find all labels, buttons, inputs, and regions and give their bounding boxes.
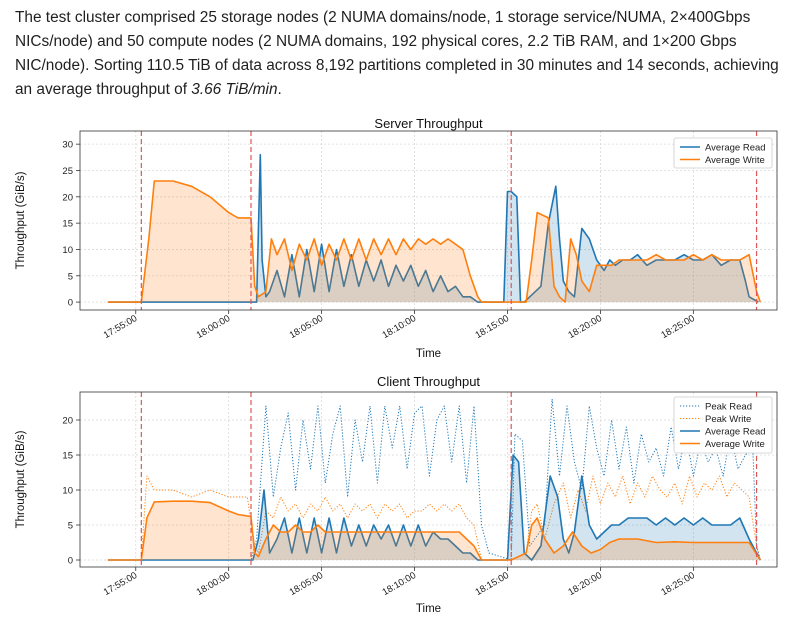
chart-1: 0 5 10 15 20 17:55:00 18:00:00 18:05:00 18:10:00… xyxy=(15,374,778,615)
x-tick-label: 18:00:00 xyxy=(195,313,233,341)
x-axis-label: Time xyxy=(416,348,441,360)
y-tick-label: 0 xyxy=(68,298,73,309)
series-line-average-write xyxy=(107,500,761,561)
y-tick-label: 15 xyxy=(62,451,73,462)
legend: Average Read Average Write xyxy=(673,137,773,169)
x-tick-label: 18:10:00 xyxy=(381,570,419,598)
series-area-average-read xyxy=(107,455,761,560)
x-tick-label: 17:55:00 xyxy=(102,313,140,341)
y-tick-label: 20 xyxy=(62,192,73,203)
chart-title: Server Throughput xyxy=(374,116,483,131)
legend-label: Average Read xyxy=(705,142,766,153)
x-tick-label: 17:55:00 xyxy=(102,570,140,598)
x-tick-label: 18:05:00 xyxy=(288,313,326,341)
y-tick-label: 20 xyxy=(62,416,73,427)
x-tick-label: 18:20:00 xyxy=(566,570,604,598)
legend-box xyxy=(673,396,773,454)
plot-frame xyxy=(79,391,778,568)
series-area-average-write xyxy=(107,501,761,560)
y-axis-label: Throughput (GiB/s) xyxy=(15,171,27,269)
legend-label: Average Write xyxy=(705,439,765,450)
y-tick-label: 10 xyxy=(62,486,73,497)
legend-label: Average Write xyxy=(705,155,765,166)
x-tick-label: 18:00:00 xyxy=(195,570,233,598)
x-tick-label: 18:20:00 xyxy=(566,313,604,341)
plot-frame xyxy=(79,130,778,311)
legend-label: Average Read xyxy=(705,426,766,437)
chart-title: Client Throughput xyxy=(377,374,480,389)
x-axis-label: Time xyxy=(416,603,441,615)
y-tick-label: 5 xyxy=(68,271,73,282)
intro-paragraph: The test cluster comprised 25 storage no… xyxy=(15,6,790,102)
y-axis-label: Throughput (GiB/s) xyxy=(15,430,27,528)
intro-text-end: . xyxy=(277,81,282,98)
x-tick-label: 18:25:00 xyxy=(659,313,697,341)
y-tick-label: 5 xyxy=(68,521,73,532)
x-tick-label: 18:05:00 xyxy=(288,570,326,598)
series-layer xyxy=(107,153,762,303)
y-tick-label: 15 xyxy=(62,219,73,230)
series-area-average-write xyxy=(107,181,761,303)
y-tick-label: 25 xyxy=(62,166,73,177)
legend-box xyxy=(673,137,773,169)
x-tick-label: 18:15:00 xyxy=(473,570,511,598)
x-tick-label: 18:25:00 xyxy=(659,570,697,598)
series-line-average-write xyxy=(107,180,762,303)
x-tick-label: 18:15:00 xyxy=(473,313,511,341)
y-tick-label: 0 xyxy=(68,556,73,567)
legend-label: Peak Write xyxy=(705,414,751,425)
legend-label: Peak Read xyxy=(705,401,752,412)
chart-0: 0 5 10 15 20 25 30 17:55:00 18:00:00 18:05:00 18:1… xyxy=(15,116,778,360)
series-area-average-read xyxy=(107,154,759,303)
intro-text: The test cluster comprised 25 storage no… xyxy=(15,9,779,98)
series-layer xyxy=(107,398,762,561)
y-tick-label: 10 xyxy=(62,245,73,256)
y-tick-label: 30 xyxy=(62,140,73,151)
x-tick-label: 18:10:00 xyxy=(381,313,419,341)
intro-throughput-value: 3.66 TiB/min xyxy=(191,81,278,98)
